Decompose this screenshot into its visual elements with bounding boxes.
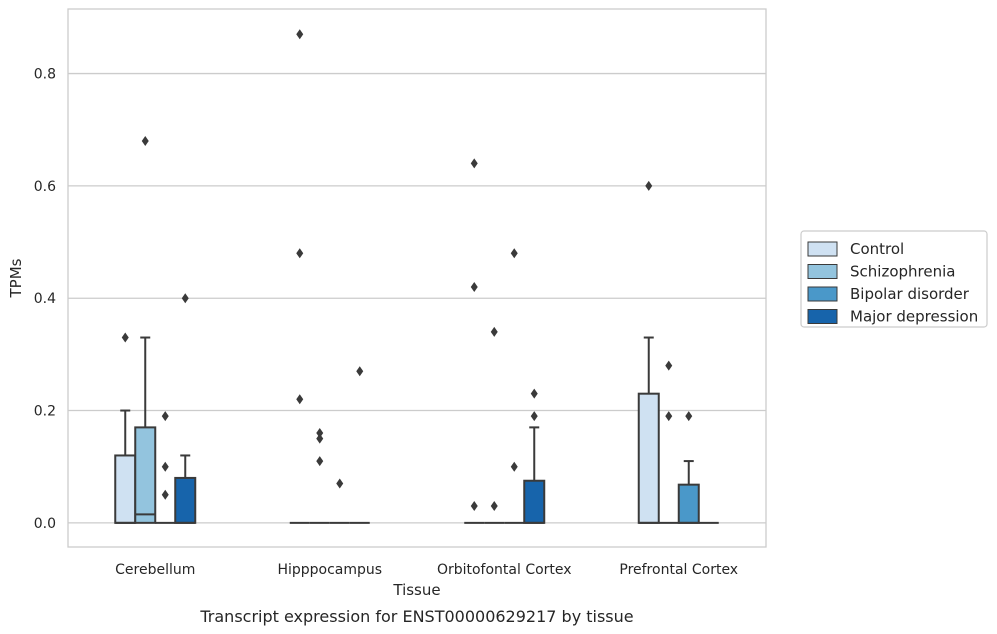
box-major-depression bbox=[523, 388, 546, 524]
x-tick-labels: Cerebellum Hipppocampus Orbitofontal Corte… bbox=[115, 562, 738, 578]
y-tick-label: 0.0 bbox=[34, 516, 56, 532]
y-axis-title: TPMs bbox=[7, 258, 25, 298]
box-control bbox=[464, 158, 485, 524]
box-major-depression bbox=[174, 293, 197, 524]
x-tick-label: Cerebellum bbox=[115, 562, 195, 578]
x-tick-label: Prefrontal Cortex bbox=[619, 562, 738, 578]
outlier-point bbox=[296, 29, 304, 40]
outlier-point bbox=[490, 326, 498, 337]
box-schizophrenia bbox=[134, 135, 157, 524]
box-schizophrenia bbox=[309, 427, 330, 524]
outlier-point bbox=[356, 366, 364, 377]
outlier-point bbox=[161, 461, 169, 472]
legend-frame bbox=[800, 230, 988, 328]
x-tick-label: Orbitofontal Cortex bbox=[437, 562, 572, 578]
outlier-point bbox=[685, 411, 693, 422]
box bbox=[523, 479, 546, 524]
outlier-point bbox=[161, 411, 169, 422]
y-tick-label: 0.2 bbox=[34, 404, 56, 420]
x-axis-title: Tissue bbox=[392, 581, 440, 599]
plot-area bbox=[67, 8, 767, 548]
box-control bbox=[637, 180, 660, 524]
outlier-point bbox=[316, 456, 324, 467]
outlier-point bbox=[296, 248, 304, 259]
outlier-point bbox=[510, 461, 518, 472]
y-tick-label: 0.8 bbox=[34, 67, 56, 83]
box bbox=[637, 392, 660, 524]
outlier-point bbox=[470, 501, 478, 512]
outlier-point bbox=[161, 489, 169, 500]
outlier-point bbox=[316, 433, 324, 444]
box-major-depression bbox=[349, 366, 370, 524]
legend-label: Bipolar disorder bbox=[850, 285, 970, 303]
box-bipolar-disorder bbox=[677, 411, 700, 524]
outlier-point bbox=[336, 478, 344, 489]
legend-label: Control bbox=[850, 240, 904, 258]
box-bipolar-disorder bbox=[504, 248, 525, 524]
legend: Control Schizophrenia Bipolar disorder Majo… bbox=[800, 230, 988, 328]
box-control bbox=[114, 332, 137, 524]
y-tick-label: 0.4 bbox=[34, 291, 56, 307]
legend-swatch bbox=[807, 286, 838, 302]
outlier-point bbox=[490, 501, 498, 512]
outlier-point bbox=[530, 411, 538, 422]
box bbox=[114, 454, 137, 524]
x-tick-label: Hipppocampus bbox=[277, 562, 382, 578]
legend-swatch bbox=[807, 241, 838, 257]
boxplots bbox=[114, 29, 719, 524]
box-bipolar-disorder bbox=[329, 478, 350, 524]
outlier-point bbox=[470, 158, 478, 169]
box-schizophrenia bbox=[658, 360, 679, 524]
outlier-point bbox=[530, 388, 538, 399]
outlier-point bbox=[665, 360, 673, 371]
box-control bbox=[289, 29, 310, 524]
chart-caption: Transcript expression for ENST0000062921… bbox=[199, 607, 633, 626]
y-tick-label: 0.6 bbox=[34, 179, 56, 195]
outlier-point bbox=[645, 180, 653, 191]
legend-swatch bbox=[807, 264, 838, 279]
box bbox=[134, 426, 157, 524]
outlier-point bbox=[316, 427, 324, 438]
outlier-point bbox=[470, 281, 478, 292]
box bbox=[174, 476, 197, 524]
legend-swatch bbox=[807, 309, 838, 324]
y-tick-labels: 0.0 0.2 0.4 0.6 0.8 bbox=[34, 67, 56, 532]
box bbox=[677, 483, 700, 524]
outlier-point bbox=[141, 135, 149, 146]
box-bipolar-disorder bbox=[155, 411, 176, 524]
outlier-point bbox=[181, 293, 189, 304]
outlier-point bbox=[665, 411, 673, 422]
outlier-point bbox=[121, 332, 129, 343]
legend-label: Major depression bbox=[850, 308, 978, 326]
legend-label: Schizophrenia bbox=[850, 263, 955, 281]
box-schizophrenia bbox=[484, 326, 505, 524]
outlier-point bbox=[296, 394, 304, 405]
outlier-point bbox=[510, 248, 518, 259]
